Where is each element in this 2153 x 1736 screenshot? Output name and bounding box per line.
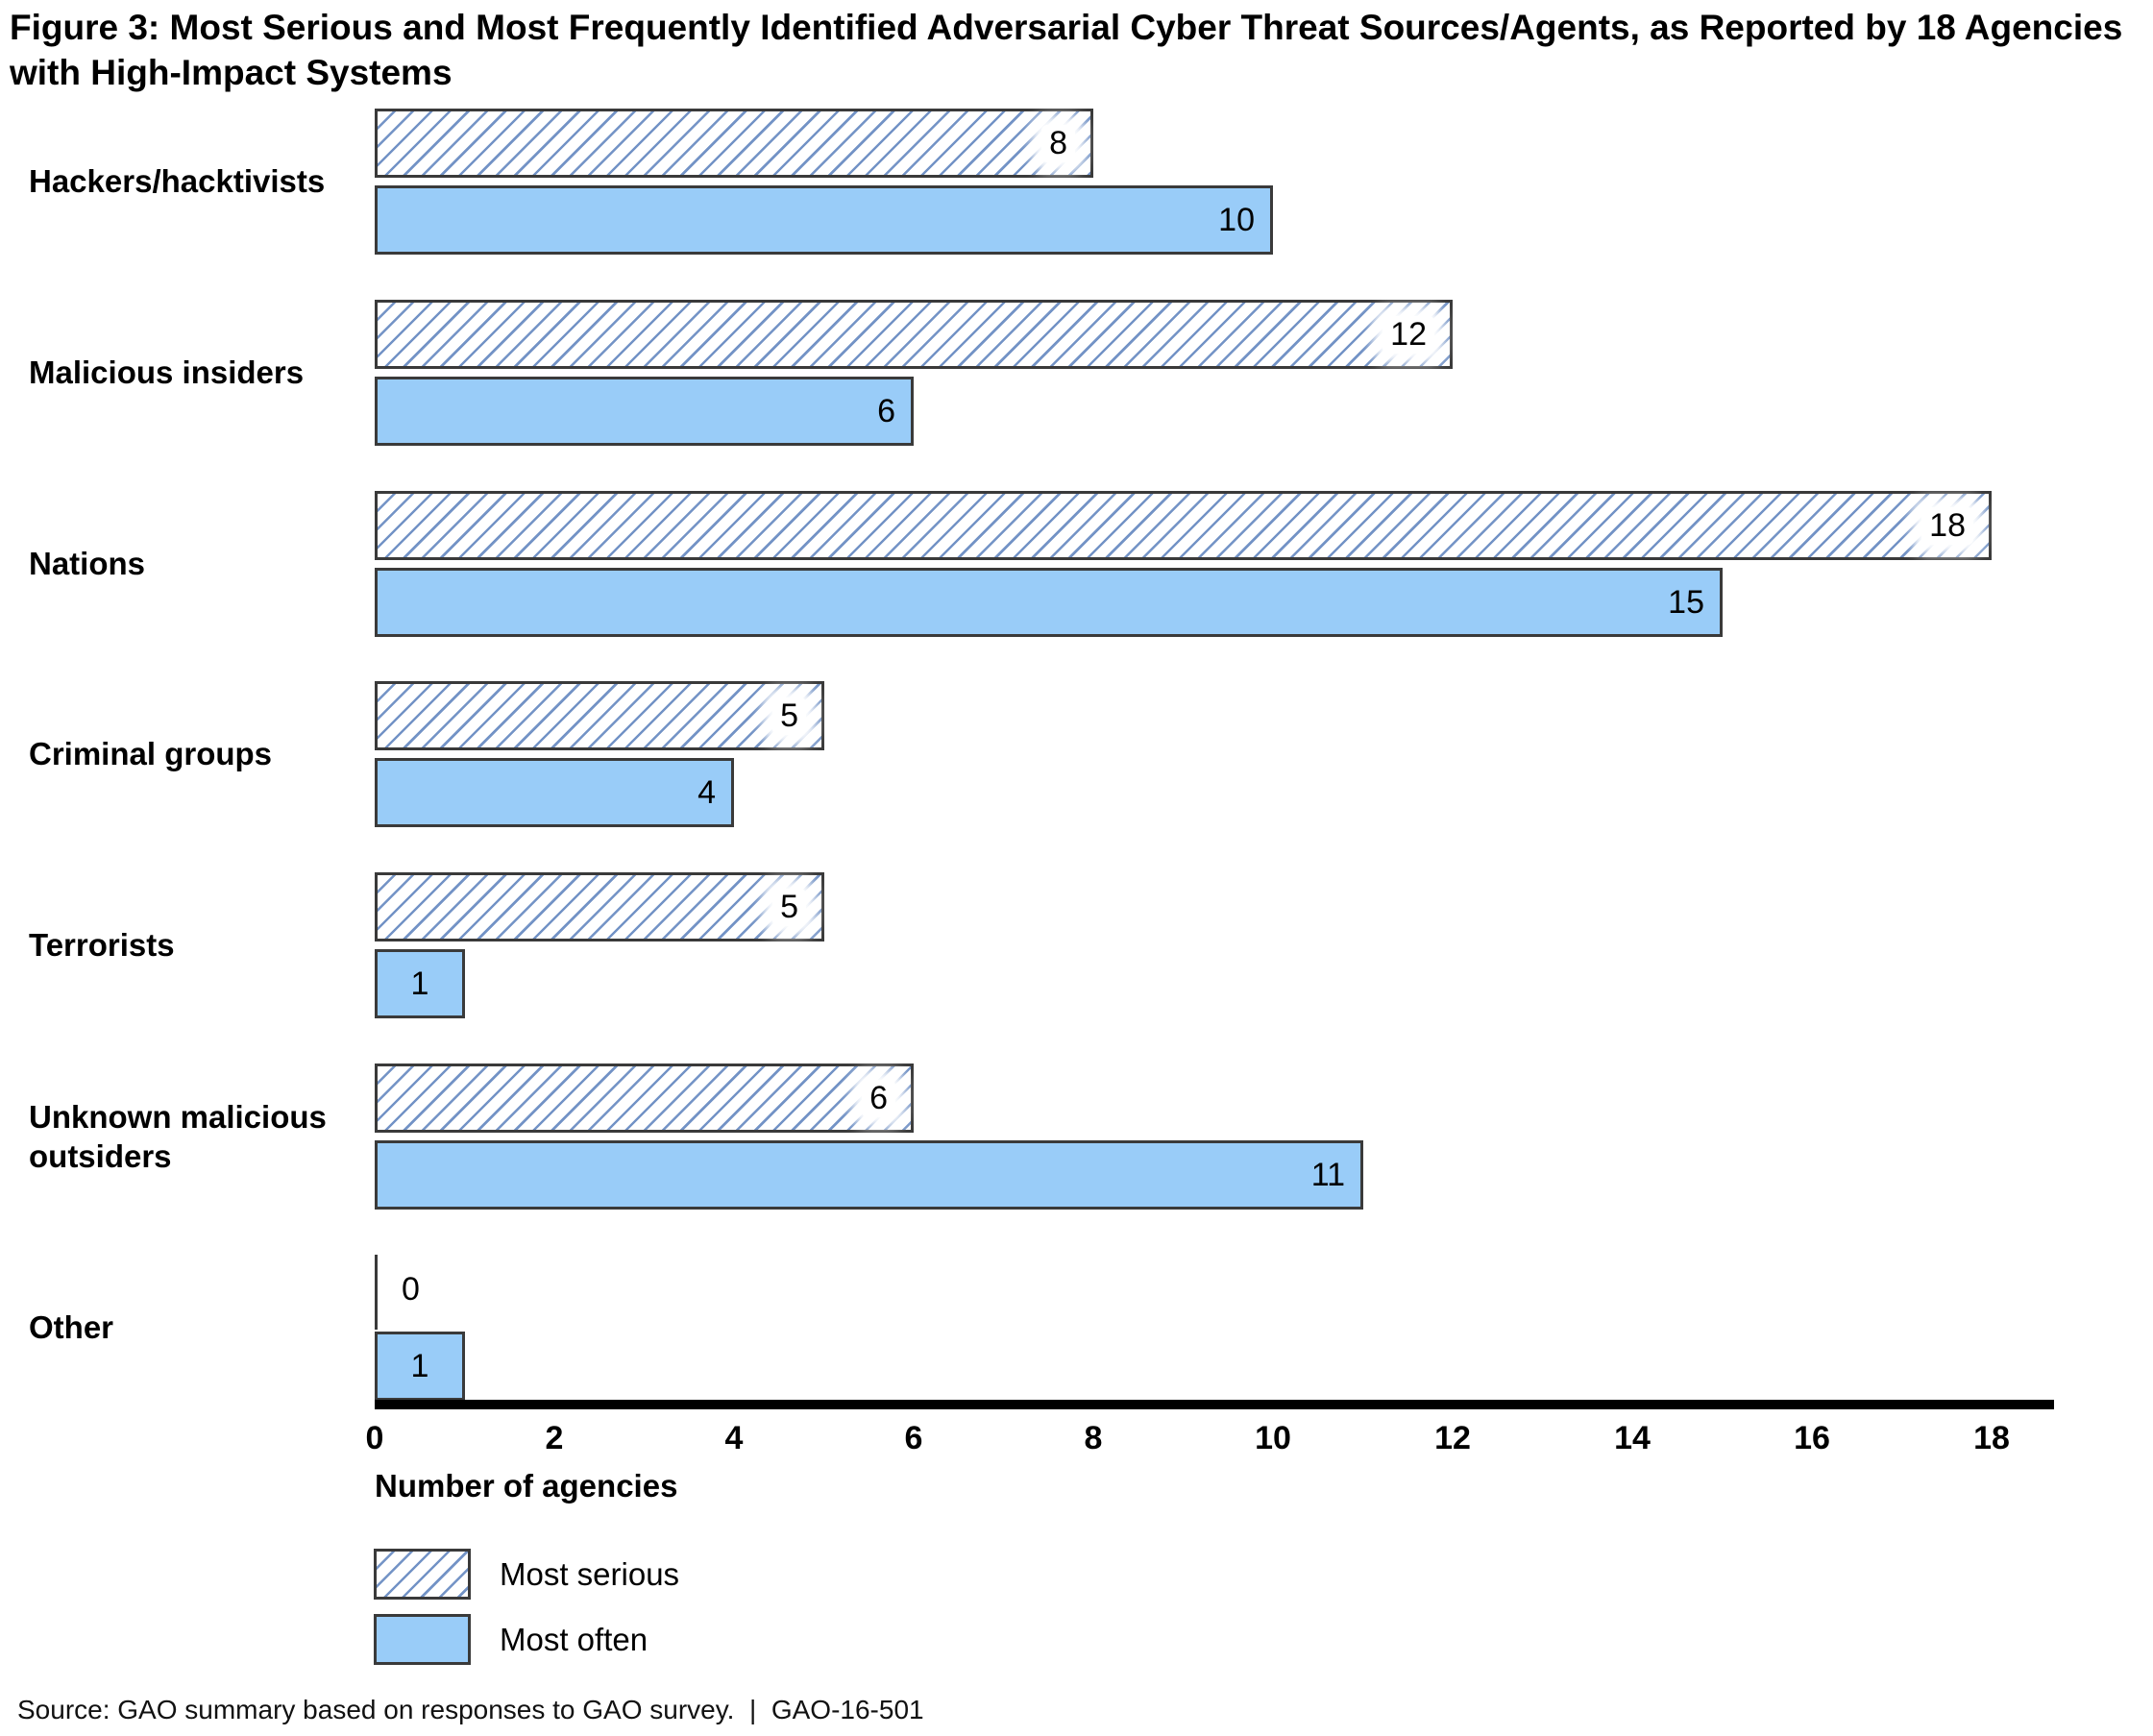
bar-most-serious-nations: 18: [375, 491, 1992, 560]
bar-most-often-nations: 15: [375, 568, 1723, 637]
bar-most-often-other: 1: [375, 1332, 465, 1401]
bar-value-label: 1: [410, 965, 429, 1002]
category-label-terrorists: Terrorists: [29, 927, 175, 964]
source-note: Source: GAO summary based on responses t…: [17, 1695, 924, 1724]
x-tick-14: 14: [1614, 1420, 1651, 1456]
bar-most-often-criminal-groups: 4: [375, 758, 734, 827]
x-tick-6: 6: [904, 1420, 923, 1456]
category-label-nations: Nations: [29, 546, 146, 582]
x-axis-line: [375, 1400, 2054, 1409]
legend-item-most-often: Most often: [374, 1614, 679, 1665]
x-tick-18: 18: [1973, 1420, 2010, 1456]
bar-value-label: 6: [862, 1079, 895, 1117]
bar-value-label: 10: [1218, 201, 1255, 238]
bar-value-label: 8: [1041, 124, 1075, 162]
x-tick-0: 0: [365, 1420, 384, 1456]
category-label-unknown-malicious-outsiders: Unknown malicious outsiders: [29, 1098, 327, 1174]
x-tick-12: 12: [1434, 1420, 1471, 1456]
bar-most-serious-unknown-malicious-outsiders: 6: [375, 1064, 914, 1133]
zero-line-most-serious-other: [375, 1255, 378, 1330]
bar-value-label: 11: [1310, 1156, 1345, 1193]
legend-label-most-serious: Most serious: [500, 1555, 680, 1592]
bar-most-serious-malicious-insiders: 12: [375, 300, 1453, 369]
x-axis-label: Number of agencies: [375, 1468, 678, 1504]
x-tick-8: 8: [1084, 1420, 1103, 1456]
bar-value-label: 12: [1382, 315, 1434, 354]
bar-most-serious-criminal-groups: 5: [375, 681, 824, 750]
bar-value-label: 15: [1668, 583, 1704, 621]
legend-label-most-often: Most often: [500, 1621, 648, 1657]
bar-most-serious-hackers-hacktivists: 8: [375, 109, 1093, 178]
bar-value-label: 6: [877, 392, 895, 429]
legend: Most serious Most often: [374, 1549, 679, 1679]
bar-most-often-terrorists: 1: [375, 949, 465, 1018]
bar-most-often-unknown-malicious-outsiders: 11: [375, 1140, 1363, 1210]
figure-title: Figure 3: Most Serious and Most Frequent…: [10, 8, 2123, 92]
category-label-malicious-insiders: Malicious insiders: [29, 355, 305, 391]
legend-swatch-hatched: [374, 1549, 471, 1600]
bar-value-label: 5: [772, 888, 806, 926]
category-label-other: Other: [29, 1309, 114, 1346]
x-tick-16: 16: [1794, 1420, 1830, 1456]
bar-value-label: 0: [402, 1270, 420, 1308]
x-tick-10: 10: [1255, 1420, 1291, 1456]
legend-swatch-solid: [374, 1614, 471, 1665]
bar-value-label: 1: [410, 1347, 429, 1384]
bar-most-serious-terrorists: 5: [375, 872, 824, 941]
x-tick-4: 4: [724, 1420, 744, 1456]
category-label-criminal-groups: Criminal groups: [29, 736, 273, 772]
x-tick-2: 2: [545, 1420, 564, 1456]
bar-most-often-malicious-insiders: 6: [375, 377, 914, 446]
category-label-hackers-hacktivists: Hackers/hacktivists: [29, 163, 326, 200]
legend-item-most-serious: Most serious: [374, 1549, 679, 1600]
bar-value-label: 18: [1921, 506, 1973, 545]
bar-value-label: 4: [697, 773, 716, 811]
bar-most-often-hackers-hacktivists: 10: [375, 185, 1273, 255]
bar-value-label: 5: [772, 697, 806, 735]
